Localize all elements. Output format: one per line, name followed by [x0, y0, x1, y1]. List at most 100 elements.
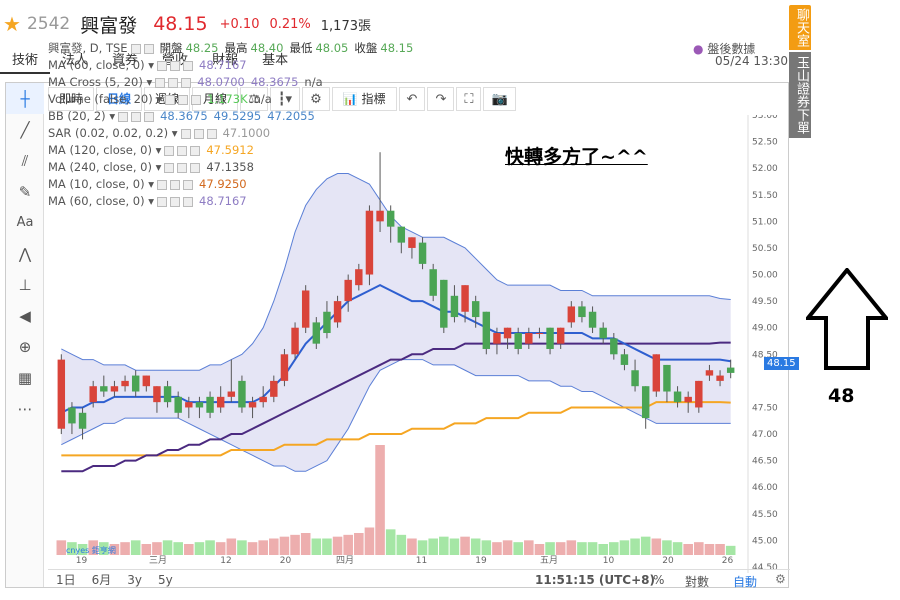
volume-bar [141, 544, 152, 555]
tab-financials[interactable]: 財報 [212, 53, 239, 68]
indicator-control-icon[interactable] [157, 60, 168, 71]
indicator-label[interactable]: SAR (0.02, 0.02, 0.2) ▾ [48, 126, 178, 140]
indicator-control-icon[interactable] [157, 179, 168, 190]
indicators-button[interactable]: 📊 指標 [331, 87, 397, 111]
arrow-tool-icon[interactable]: ◀ [19, 306, 31, 325]
indicator-label[interactable]: MA (10, close, 0) ▾ [48, 177, 155, 191]
indicator-label[interactable]: MA (120, close, 0) ▾ [48, 143, 162, 157]
indicator-control-icon[interactable] [118, 111, 129, 122]
range-5y[interactable]: 5y [158, 572, 173, 587]
indicator-control-icon[interactable] [165, 94, 176, 105]
candle-style-icon[interactable]: ┇▾ [269, 87, 301, 111]
indicator-control-icon[interactable] [164, 162, 175, 173]
compare-icon[interactable]: ⚖ [240, 87, 268, 111]
indicator-label[interactable]: Volume (false, 20) ▾ [48, 92, 163, 106]
indicator-control-icon[interactable] [193, 128, 204, 139]
indicator-control-icon[interactable] [170, 179, 181, 190]
fullscreen-icon[interactable]: ⛶ [456, 87, 482, 111]
ohlc-close: 48.15 [380, 41, 414, 55]
range-6m[interactable]: 6月 [91, 573, 112, 587]
indicator-control-icon[interactable] [190, 145, 201, 156]
tab-basic[interactable]: 基本 [262, 53, 289, 68]
indicator-label[interactable]: MA Cross (5, 20) ▾ [48, 75, 153, 89]
candle-body [556, 327, 565, 344]
indicator-control-icon[interactable] [183, 196, 194, 207]
legend-settings-icon[interactable] [143, 43, 154, 54]
percent-scale-button[interactable]: % [653, 573, 665, 587]
zoom-tool-icon[interactable]: ⊕ [18, 337, 32, 356]
indicator-control-icon[interactable] [190, 162, 201, 173]
tab-institutional[interactable]: 法人 [62, 53, 89, 68]
interval-realtime-button[interactable]: 即時 [48, 87, 95, 111]
text-tool-icon[interactable]: Aa [16, 215, 34, 230]
range-1d[interactable]: 1日 [56, 573, 76, 587]
volume-bar [555, 542, 566, 555]
volume-bar [545, 542, 555, 555]
indicator-control-icon[interactable] [206, 128, 217, 139]
snapshot-camera-icon[interactable]: 📷 [483, 87, 516, 111]
y-tick-label: 51.50 [752, 191, 778, 201]
indicator-label[interactable]: MA (60, close, 0) ▾ [48, 58, 155, 72]
auto-scale-button[interactable]: 自動 [733, 575, 758, 589]
indicator-control-icon[interactable] [180, 128, 191, 139]
chat-room-button[interactable]: 聊天室 [789, 5, 811, 50]
log-scale-button[interactable]: 對數 [685, 575, 710, 589]
indicator-control-icon[interactable] [178, 94, 189, 105]
price-chart[interactable]: 53.00 52.50 52.00 51.50 51.00 50.50 50.00 49.50… [48, 115, 790, 573]
indicator-control-icon[interactable] [144, 111, 155, 122]
broker-order-button[interactable]: 玉山證券下單 [789, 52, 811, 138]
candle-body [599, 327, 607, 339]
legend-visibility-icon[interactable] [130, 43, 141, 54]
indicator-control-icon[interactable] [164, 145, 175, 156]
x-tick-label: 11 [416, 556, 427, 566]
redo-icon[interactable]: ↷ [427, 87, 455, 111]
candle-body [673, 391, 682, 403]
settings-gear-icon[interactable]: ⚙ [302, 87, 330, 111]
last-price-tag: 48.15 [764, 357, 799, 370]
volume-bar [439, 536, 449, 555]
more-tools-icon[interactable]: ⋯ [17, 399, 33, 418]
indicator-label[interactable]: MA (240, close, 0) ▾ [48, 160, 162, 174]
fib-tool-icon[interactable]: ⫽ [21, 151, 29, 170]
after-hours-data-link[interactable]: ● 盤後數據 [693, 40, 755, 57]
indicator-control-icon[interactable] [183, 60, 194, 71]
tab-margin[interactable]: 資券 [112, 53, 139, 68]
indicator-control-icon[interactable] [177, 145, 188, 156]
indicator-icon: 📊 [342, 92, 358, 106]
pattern-tool-icon[interactable]: ⋀ [18, 244, 32, 263]
indicator-control-icon[interactable] [170, 196, 181, 207]
candle-body [440, 279, 448, 328]
candle-body [525, 333, 533, 344]
chart-toolbar: 即時 日線 週線 月線 ⚖ ┇▾ ⚙ 📊 指標 ↶ ↷ ⛶ 📷 [48, 86, 518, 112]
interval-daily-button[interactable]: 日線 [96, 87, 143, 111]
indicator-control-icon[interactable] [170, 60, 181, 71]
tab-technical[interactable]: 技術 [0, 50, 51, 74]
indicator-control-icon[interactable] [157, 196, 168, 207]
indicator-control-icon[interactable] [191, 94, 202, 105]
indicator-control-icon[interactable] [168, 77, 179, 88]
indicator-control-icon[interactable] [177, 162, 188, 173]
candle-body [227, 391, 236, 397]
indicator-label[interactable]: BB (20, 2) ▾ [48, 109, 116, 123]
crosshair-tool-icon[interactable]: ┼ [6, 83, 44, 114]
volume-bar [130, 540, 141, 555]
brush-tool-icon[interactable]: ✎ [18, 182, 32, 201]
range-3y[interactable]: 3y [127, 572, 143, 587]
indicator-label[interactable]: MA (60, close, 0) ▾ [48, 194, 155, 208]
trend-line-tool-icon[interactable]: ╱ [20, 120, 30, 139]
volume-bar [609, 542, 619, 555]
volume-bar [524, 540, 534, 555]
scale-settings-gear-icon[interactable]: ⚙ [775, 572, 786, 586]
indicator-value: 47.1000 [222, 126, 271, 140]
volume-bar [481, 540, 492, 555]
undo-icon[interactable]: ↶ [398, 87, 426, 111]
indicator-control-icon[interactable] [181, 77, 192, 88]
indicator-control-icon[interactable] [131, 111, 142, 122]
volume-bar [226, 538, 237, 555]
indicator-control-icon[interactable] [183, 179, 194, 190]
prediction-tool-icon[interactable]: ⊥ [18, 275, 32, 294]
measure-tool-icon[interactable]: ▦ [17, 368, 33, 387]
favorite-star-icon[interactable]: ★ [3, 12, 21, 36]
indicator-control-icon[interactable] [155, 77, 166, 88]
volume-bar [311, 538, 322, 555]
